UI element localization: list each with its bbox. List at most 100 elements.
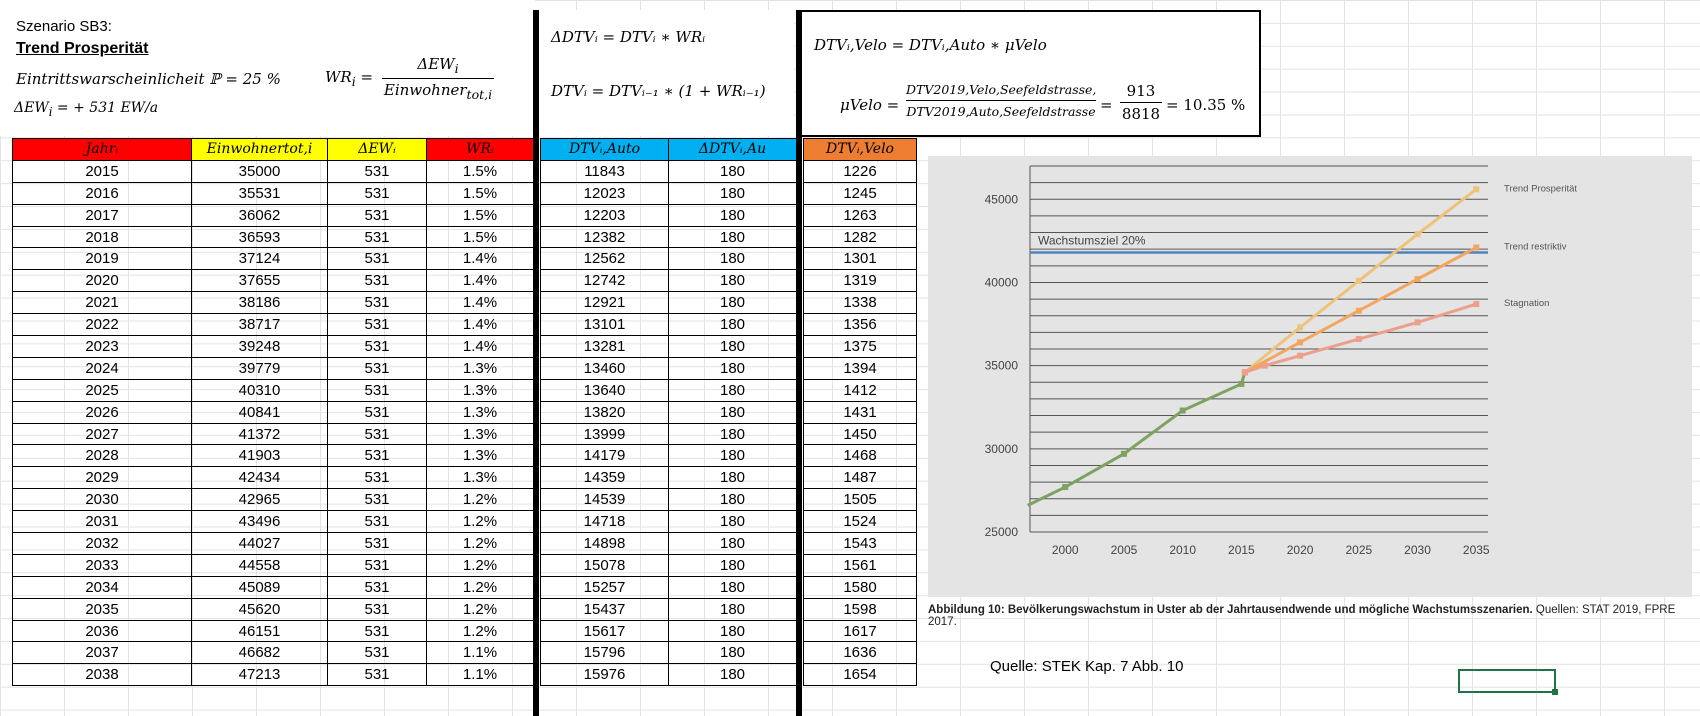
table-cell[interactable]: 14179 [540, 444, 669, 468]
table-cell[interactable]: 531 [327, 553, 427, 577]
table-cell[interactable]: 180 [668, 532, 797, 555]
table-cell[interactable]: 1.1% [426, 641, 534, 665]
table-cell[interactable]: 531 [327, 269, 427, 293]
table-cell[interactable]: 1505 [803, 488, 917, 512]
table-cell[interactable]: 35000 [191, 159, 328, 183]
table-cell[interactable]: 180 [668, 335, 797, 358]
table-cell[interactable]: 12382 [540, 225, 669, 249]
table-cell[interactable]: 1.2% [426, 488, 534, 512]
table-cell[interactable]: 531 [327, 313, 427, 337]
table-cell[interactable]: 180 [668, 597, 797, 621]
table-cell[interactable]: 180 [668, 466, 797, 490]
table-cell[interactable]: 14539 [540, 488, 669, 512]
table-cell[interactable]: 42434 [191, 466, 328, 490]
table-cell[interactable]: 1487 [803, 466, 917, 490]
table-cell[interactable]: 2019 [12, 247, 192, 271]
table-cell[interactable]: 15437 [540, 597, 669, 621]
selected-cell[interactable] [1458, 669, 1558, 695]
header-delta-ew[interactable]: ΔEWᵢ [327, 138, 427, 161]
table-cell[interactable]: 1524 [803, 510, 917, 534]
table-cell[interactable]: 12023 [540, 181, 669, 205]
table-cell[interactable]: 40310 [191, 378, 328, 402]
table-cell[interactable]: 1.5% [426, 159, 534, 183]
header-dtv-auto[interactable]: DTVᵢ,Auto [540, 138, 669, 161]
table-cell[interactable]: 1.2% [426, 532, 534, 555]
table-cell[interactable]: 2016 [12, 181, 192, 205]
table-cell[interactable]: 1245 [803, 181, 917, 205]
table-cell[interactable]: 1301 [803, 247, 917, 271]
table-cell[interactable]: 2035 [12, 597, 192, 621]
table-cell[interactable]: 1450 [803, 422, 917, 446]
table-cell[interactable]: 531 [327, 466, 427, 490]
table-cell[interactable]: 180 [668, 356, 797, 380]
table-cell[interactable]: 531 [327, 488, 427, 512]
table-cell[interactable]: 180 [668, 488, 797, 512]
table-cell[interactable]: 1543 [803, 532, 917, 555]
table-cell[interactable]: 1.2% [426, 619, 534, 643]
table-cell[interactable]: 180 [668, 247, 797, 271]
table-cell[interactable]: 12742 [540, 269, 669, 293]
table-cell[interactable]: 40841 [191, 400, 328, 424]
table-cell[interactable]: 1468 [803, 444, 917, 468]
table-cell[interactable]: 180 [668, 641, 797, 665]
header-wr[interactable]: WRᵢ [426, 138, 534, 161]
table-cell[interactable]: 2028 [12, 444, 192, 468]
table-cell[interactable]: 47213 [191, 663, 328, 687]
table-cell[interactable]: 44027 [191, 532, 328, 555]
table-cell[interactable]: 15976 [540, 663, 669, 687]
table-cell[interactable]: 531 [327, 510, 427, 534]
table-cell[interactable]: 44558 [191, 553, 328, 577]
table-cell[interactable]: 13460 [540, 356, 669, 380]
table-cell[interactable]: 531 [327, 619, 427, 643]
table-cell[interactable]: 15078 [540, 553, 669, 577]
table-cell[interactable]: 1.1% [426, 663, 534, 687]
table-cell[interactable]: 180 [668, 378, 797, 402]
table-cell[interactable]: 531 [327, 422, 427, 446]
table-cell[interactable]: 1394 [803, 356, 917, 380]
table-cell[interactable]: 13281 [540, 335, 669, 358]
table-cell[interactable]: 2031 [12, 510, 192, 534]
table-cell[interactable]: 1.4% [426, 269, 534, 293]
table-cell[interactable]: 180 [668, 313, 797, 337]
table-cell[interactable]: 2027 [12, 422, 192, 446]
table-cell[interactable]: 46682 [191, 641, 328, 665]
table-cell[interactable]: 14718 [540, 510, 669, 534]
table-cell[interactable]: 2032 [12, 532, 192, 555]
table-cell[interactable]: 43496 [191, 510, 328, 534]
table-cell[interactable]: 41372 [191, 422, 328, 446]
table-cell[interactable]: 1654 [803, 663, 917, 687]
table-cell[interactable]: 2015 [12, 159, 192, 183]
table-cell[interactable]: 1226 [803, 159, 917, 183]
table-cell[interactable]: 41903 [191, 444, 328, 468]
table-cell[interactable]: 1.5% [426, 203, 534, 227]
table-cell[interactable]: 2037 [12, 641, 192, 665]
table-cell[interactable]: 46151 [191, 619, 328, 643]
table-cell[interactable]: 180 [668, 422, 797, 446]
table-cell[interactable]: 45620 [191, 597, 328, 621]
table-cell[interactable]: 2020 [12, 269, 192, 293]
header-delta-dtv[interactable]: ΔDTVᵢ,Au [668, 138, 797, 161]
table-cell[interactable]: 2023 [12, 335, 192, 358]
table-cell[interactable]: 1636 [803, 641, 917, 665]
table-cell[interactable]: 38186 [191, 291, 328, 315]
table-cell[interactable]: 2017 [12, 203, 192, 227]
table-cell[interactable]: 1412 [803, 378, 917, 402]
table-cell[interactable]: 531 [327, 247, 427, 271]
table-cell[interactable]: 1.2% [426, 575, 534, 599]
table-cell[interactable]: 180 [668, 553, 797, 577]
table-cell[interactable]: 39248 [191, 335, 328, 358]
table-cell[interactable]: 531 [327, 663, 427, 687]
table-cell[interactable]: 1617 [803, 619, 917, 643]
table-cell[interactable]: 1.2% [426, 553, 534, 577]
table-cell[interactable]: 39779 [191, 356, 328, 380]
table-cell[interactable]: 531 [327, 159, 427, 183]
table-cell[interactable]: 1.3% [426, 356, 534, 380]
table-cell[interactable]: 1356 [803, 313, 917, 337]
table-cell[interactable]: 2033 [12, 553, 192, 577]
table-cell[interactable]: 1282 [803, 225, 917, 249]
table-cell[interactable]: 180 [668, 203, 797, 227]
table-cell[interactable]: 2026 [12, 400, 192, 424]
table-cell[interactable]: 13999 [540, 422, 669, 446]
table-cell[interactable]: 1.5% [426, 181, 534, 205]
table-cell[interactable]: 2025 [12, 378, 192, 402]
